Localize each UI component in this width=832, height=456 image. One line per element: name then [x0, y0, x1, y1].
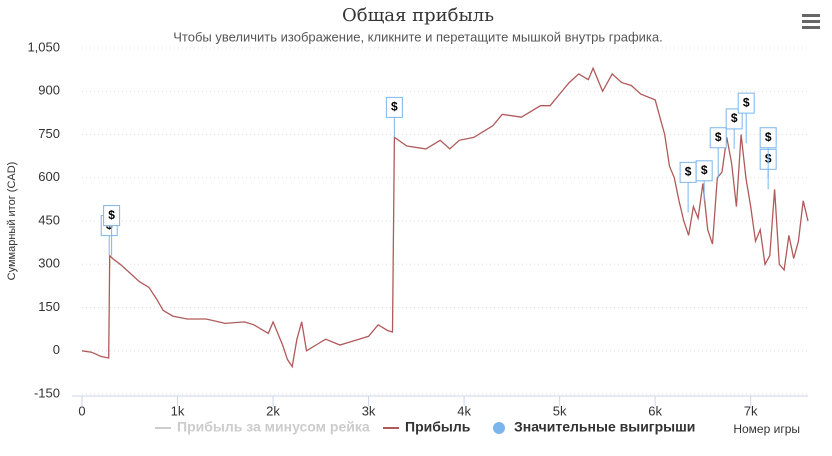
flag-label: $: [765, 130, 772, 144]
flag: [103, 205, 121, 227]
x-tick-label: 4k: [457, 403, 471, 418]
y-tick-label: -150: [34, 385, 60, 400]
legend-item[interactable]: Прибыль за минусом рейка: [155, 419, 370, 435]
flag-label: $: [108, 208, 115, 222]
flag-label: $: [391, 100, 398, 114]
line: [81, 66, 809, 369]
legend-symbol: [493, 422, 505, 434]
x-axis-label: Номер игры: [733, 422, 800, 436]
legend-label: Прибыль: [405, 419, 471, 435]
y-tick-label: 600: [38, 169, 60, 184]
x-tick-label: 7k: [744, 403, 758, 418]
flag-label: $: [715, 130, 722, 144]
legend-item[interactable]: Прибыль: [383, 419, 471, 435]
x-tick-label: 5k: [553, 403, 567, 418]
x-tick-label: 3k: [362, 403, 376, 418]
x-tick-label: 1k: [171, 403, 185, 418]
legend-label: Значительные выигрыши: [514, 419, 695, 435]
x-tick-label: 0: [78, 403, 85, 418]
y-tick-label: 450: [38, 212, 60, 227]
legend-item[interactable]: Значительные выигрыши: [493, 419, 695, 435]
y-axis-label: Суммарный итог (CAD): [6, 162, 18, 281]
flag: [759, 127, 777, 149]
flag: [725, 108, 743, 130]
y-tick-label: 150: [38, 299, 60, 314]
y-tick-label: 900: [38, 83, 60, 98]
x-tick-label: 6k: [648, 403, 662, 418]
flag-label: $: [731, 111, 738, 125]
flag: [709, 127, 727, 149]
y-tick-label: 0: [53, 342, 60, 357]
chart-subtitle: Чтобы увеличить изображение, кликните и …: [173, 29, 662, 44]
flag-label: $: [685, 165, 692, 179]
flag-label: $: [701, 163, 708, 177]
menu-button[interactable]: [802, 14, 820, 29]
legend-label: Прибыль за минусом рейка: [177, 419, 370, 435]
chart-title: Общая прибыль: [342, 5, 494, 26]
flag: [695, 160, 713, 182]
x-tick-label: 2k: [266, 403, 280, 418]
flag: [737, 92, 755, 114]
y-tick-label: 300: [38, 256, 60, 271]
flag: [385, 96, 403, 118]
flag-label: $: [743, 95, 750, 109]
y-tick-label: 750: [38, 126, 60, 141]
y-tick-label: 1,050: [27, 39, 60, 54]
